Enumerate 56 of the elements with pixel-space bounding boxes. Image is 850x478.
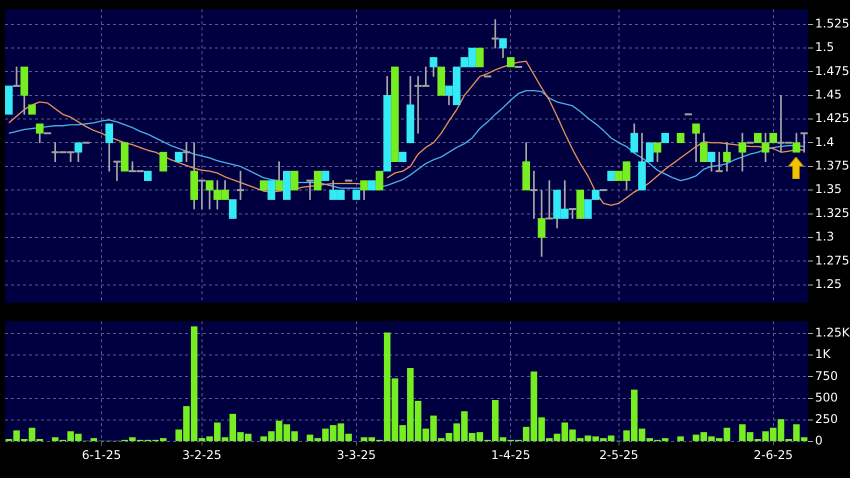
candlestick	[352, 190, 360, 200]
y-tick-label: 250	[815, 412, 838, 426]
candlestick	[654, 142, 662, 162]
candlestick	[174, 152, 183, 162]
candlestick	[314, 170, 322, 190]
candlestick	[268, 180, 276, 200]
candlestick	[159, 152, 168, 172]
y-tick-label: 1.425	[815, 111, 850, 126]
candlestick	[576, 190, 584, 219]
y-tick-label: 1.35	[815, 182, 842, 196]
candlestick	[228, 199, 237, 219]
candlestick	[282, 170, 291, 200]
candlestick	[322, 170, 330, 181]
candlestick	[360, 180, 368, 200]
candlestick	[723, 142, 731, 172]
candlestick	[5, 86, 13, 115]
candlestick	[144, 170, 152, 181]
y-tick-label: 750	[815, 368, 838, 383]
candlestick	[676, 132, 684, 144]
x-tick-label: 3-3-25	[336, 448, 376, 462]
x-tick-label: 1-4-25	[491, 448, 530, 462]
x-tick-label: 6-1-25	[82, 448, 122, 462]
candlestick	[506, 57, 515, 68]
bar	[677, 436, 684, 442]
candlestick	[692, 123, 700, 162]
y-tick-label: 0	[815, 434, 823, 448]
y-tick-label: 1.325	[815, 206, 850, 220]
candlestick	[28, 104, 36, 115]
candlestick	[708, 152, 716, 172]
candlestick	[260, 180, 268, 190]
candlestick	[607, 170, 615, 181]
y-tick-label: 1.25	[815, 276, 842, 291]
candlestick	[120, 142, 129, 172]
candlestick	[376, 170, 384, 190]
y-tick-label: 1.4	[815, 134, 834, 149]
x-tick-label: 3-2-25	[182, 448, 222, 462]
candlestick	[398, 152, 406, 162]
candlestick	[391, 66, 399, 162]
y-tick-label: 1.475	[815, 64, 850, 78]
y-tick-label: 500	[815, 390, 838, 404]
y-tick-label: 1.3	[815, 230, 834, 244]
y-tick-label: 1.375	[815, 158, 850, 173]
x-tick-label: 2-5-25	[599, 448, 638, 462]
y-tick-label: 1.275	[815, 253, 850, 268]
candlestick	[290, 170, 298, 190]
x-tick-label: 2-6-25	[754, 448, 793, 462]
y-tick-label: 1.525	[815, 16, 850, 30]
y-tick-label: 1.25K	[815, 325, 850, 340]
y-tick-label: 1.5	[815, 40, 834, 54]
y-tick-label: 1K	[815, 347, 832, 362]
candlestick	[661, 132, 669, 144]
candlestick	[476, 48, 484, 68]
candlestick	[430, 57, 438, 77]
y-tick-label: 1.45	[815, 88, 842, 102]
candlestick	[437, 66, 446, 96]
candlestick	[368, 180, 376, 190]
